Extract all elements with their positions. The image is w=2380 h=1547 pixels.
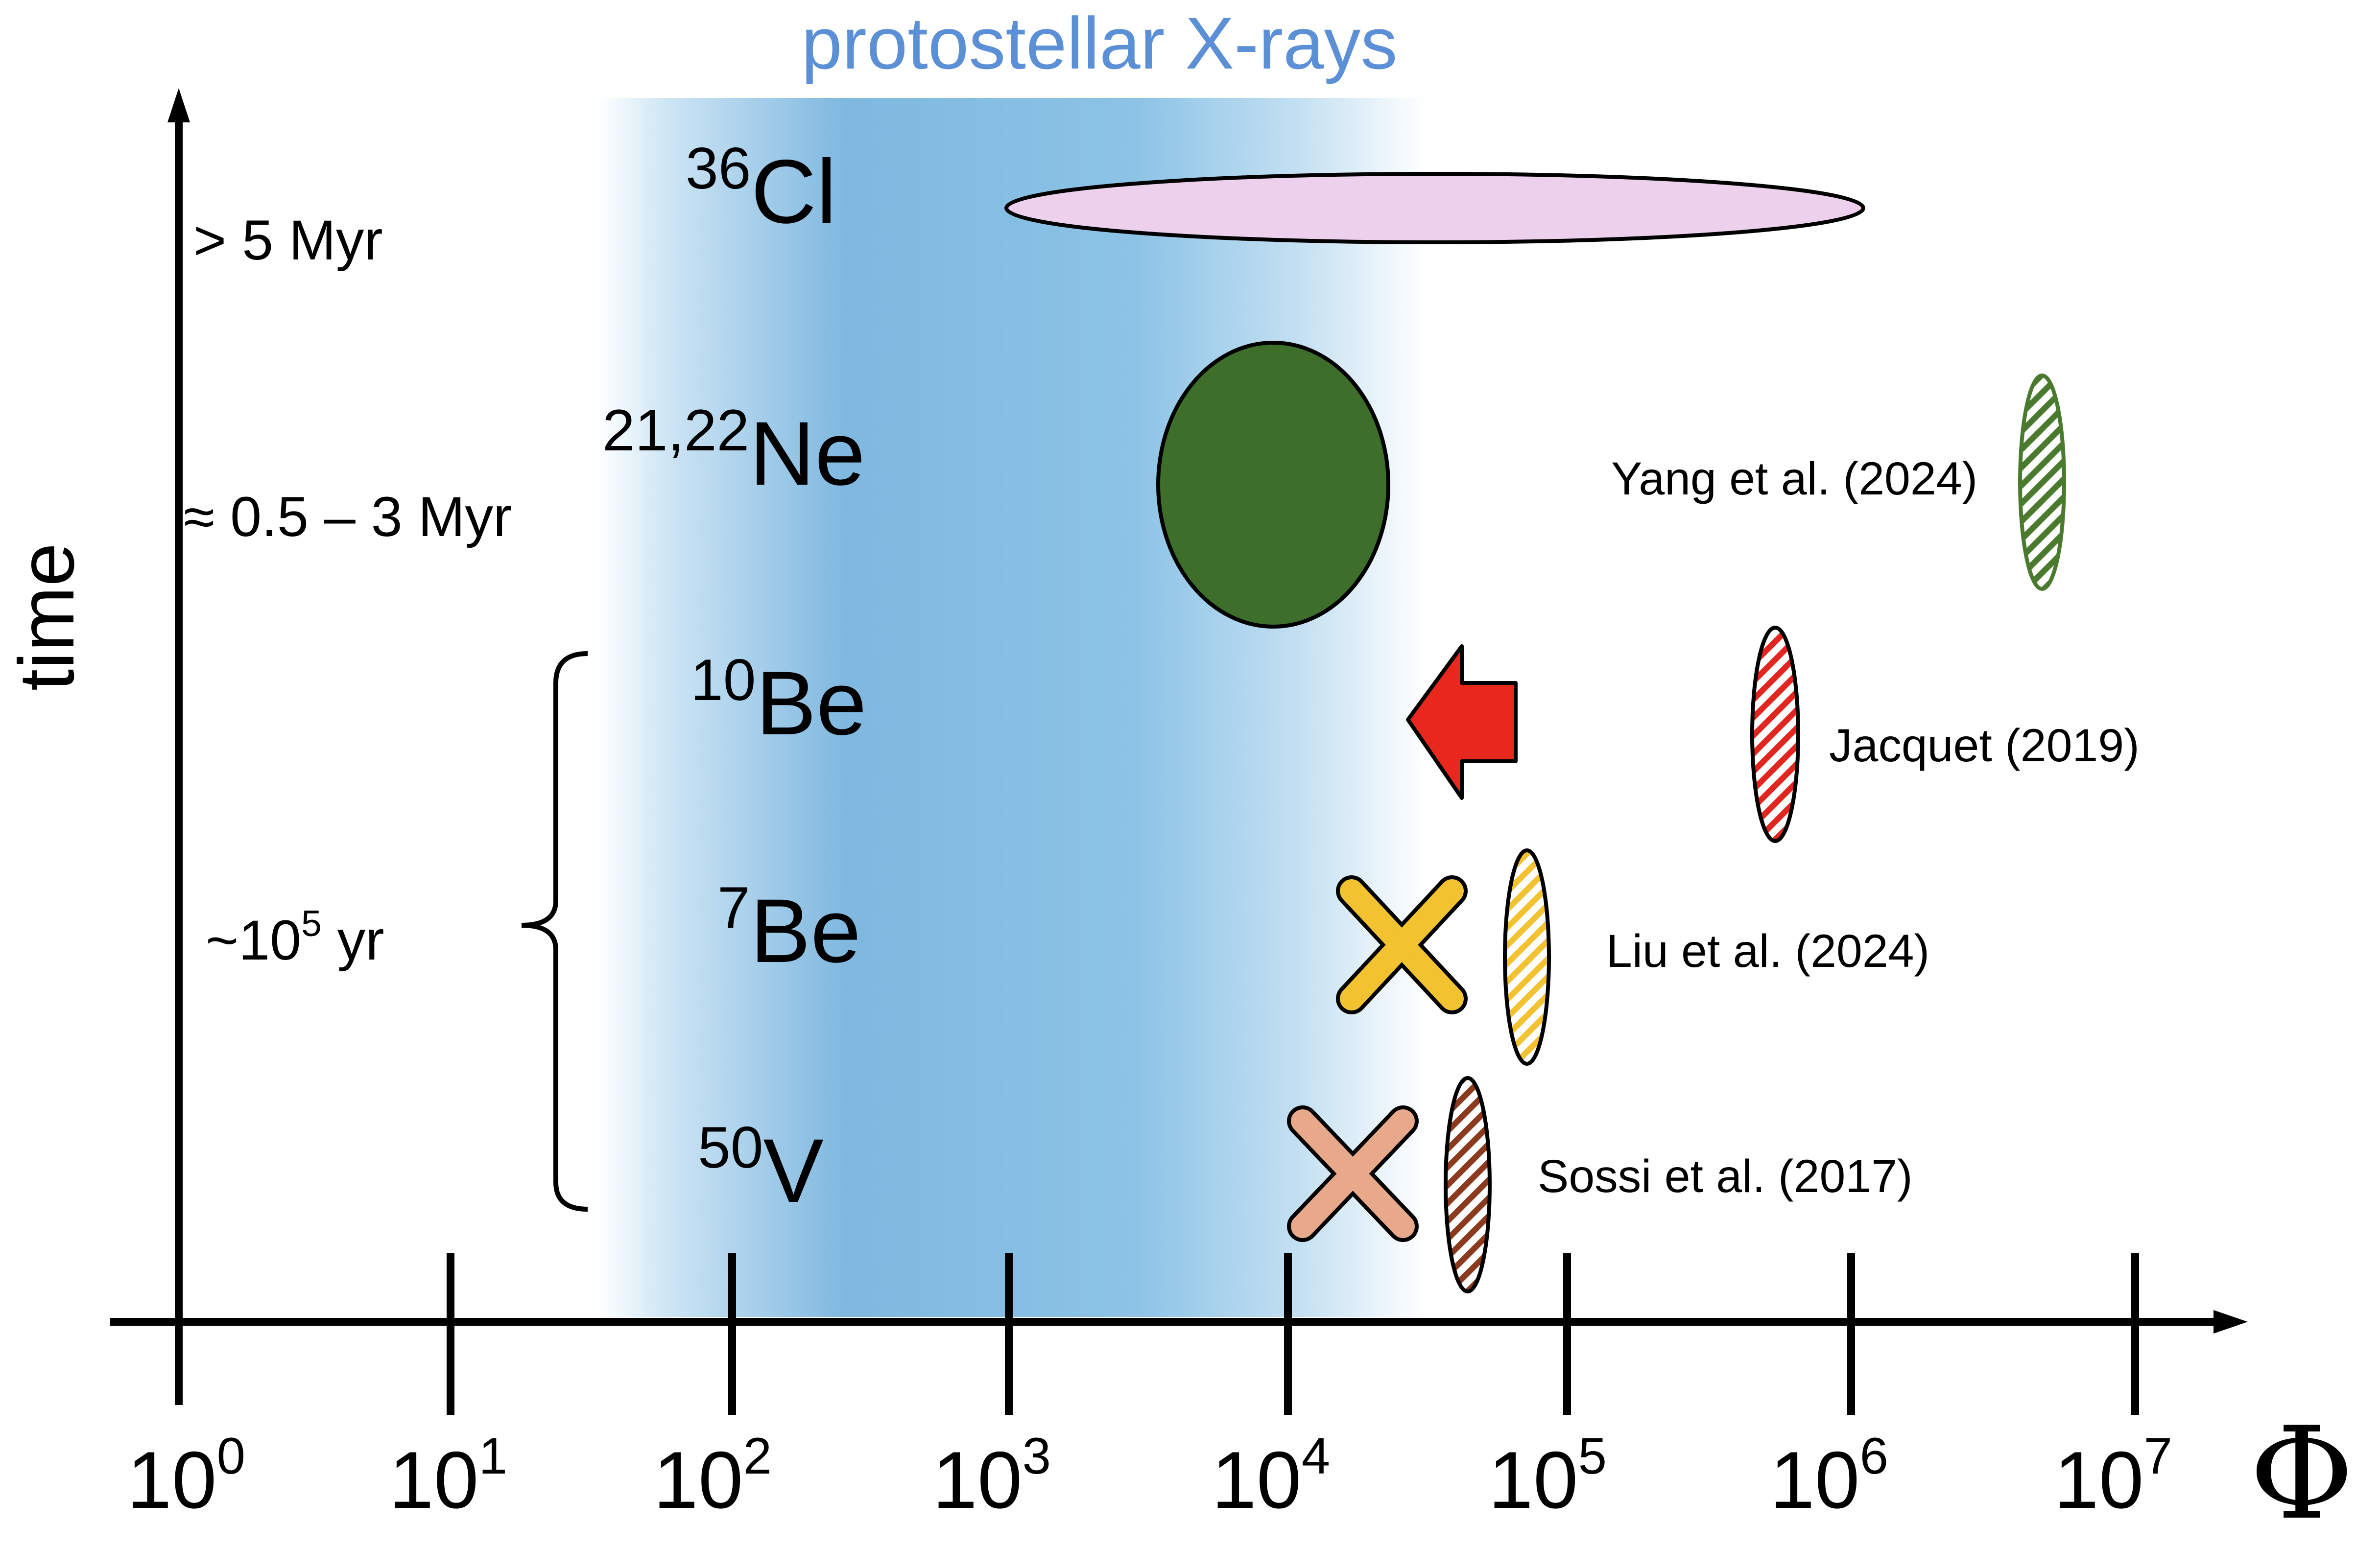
isotope-label-cl36: 36Cl — [686, 136, 836, 242]
y-axis-arrowhead — [167, 88, 190, 122]
be7-cross-marker — [1336, 875, 1468, 1014]
time-label-0p5-3myr: ≈ 0.5 – 3 Myr — [184, 486, 512, 548]
x-tick-label: 100 — [127, 1428, 245, 1525]
reference-label-yang-2024: Yang et al. (2024) — [1611, 453, 1977, 505]
time-label-gt-5myr: > 5 Myr — [193, 209, 383, 272]
x-tick-label: 106 — [1770, 1428, 1888, 1525]
axes — [110, 117, 2218, 1405]
time-bracket — [521, 651, 588, 1212]
reference-label-sossi-2017: Sossi et al. (2017) — [1538, 1150, 1913, 1202]
isotope-labels: 36Cl 21,22Ne 10Be 7Be 50V — [602, 136, 867, 1221]
x-tick-label: 104 — [1212, 1428, 1330, 1525]
sossi-2017-ellipse — [1444, 1076, 1492, 1293]
x-axis-label: Φ — [2249, 1400, 2354, 1547]
liu-2024-ellipse — [1503, 848, 1551, 1066]
time-label-1e5yr: ~105 yr — [206, 903, 384, 972]
x-tick-label: 103 — [932, 1428, 1051, 1525]
x-ticks — [447, 1253, 2139, 1415]
isotope-label-be10: 10Be — [690, 647, 867, 754]
x-tick-label: 105 — [1488, 1428, 1607, 1525]
x-tick-label: 102 — [653, 1428, 772, 1525]
cl36-constraint-ellipse — [1004, 172, 1865, 244]
isotope-label-ne21-22: 21,22Ne — [602, 398, 865, 504]
reference-label-liu-2024: Liu et al. (2024) — [1606, 925, 1929, 977]
band-title: protostellar X-rays — [801, 2, 1397, 84]
x-axis-arrowhead — [2213, 1310, 2248, 1334]
v50-cross-marker — [1287, 1105, 1419, 1242]
protostellar-xray-band — [597, 98, 1425, 1317]
x-tick-label: 107 — [2054, 1428, 2172, 1525]
ne-constraint-ellipse — [1156, 341, 1390, 629]
be10-upper-limit-arrow — [1406, 644, 1518, 800]
yang-2024-ellipse — [2018, 374, 2066, 591]
reference-label-jacquet-2019: Jacquet (2019) — [1829, 720, 2140, 772]
x-tick-labels: 100 101 102 103 104 105 106 107 — [127, 1428, 2172, 1525]
reference-labels: Yang et al. (2024) Jacquet (2019) Liu et… — [1538, 453, 2140, 1202]
isotope-label-be7: 7Be — [717, 875, 861, 982]
jacquet-2019-ellipse — [1750, 626, 1800, 843]
x-tick-label: 101 — [389, 1428, 507, 1525]
y-axis-label: time — [2, 543, 90, 691]
isotope-label-v50: 50V — [698, 1115, 824, 1221]
